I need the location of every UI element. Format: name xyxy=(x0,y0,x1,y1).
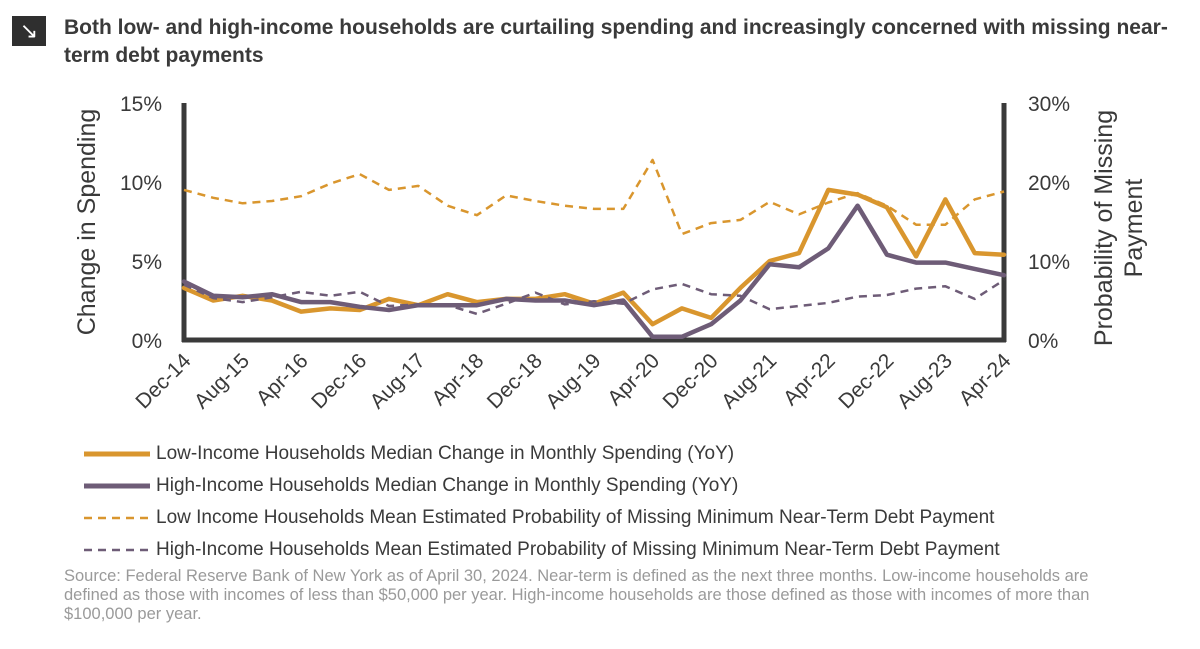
x-tick-label: Dec-18 xyxy=(483,349,547,413)
left-tick-label: 0% xyxy=(132,330,162,353)
legend-label: Low-Income Households Median Change in M… xyxy=(156,443,735,464)
left-tick-label: 15% xyxy=(120,93,162,116)
left-tick-label: 5% xyxy=(132,251,162,274)
x-tick-label: Apr-16 xyxy=(252,349,313,410)
x-tick-label: Aug-21 xyxy=(717,349,781,413)
right-tick-label: 30% xyxy=(1028,93,1070,116)
x-tick-label: Dec-20 xyxy=(659,349,723,413)
x-tick-label: Dec-14 xyxy=(131,349,195,413)
source-note: Source: Federal Reserve Bank of New York… xyxy=(64,567,1090,623)
chart-legend: Low-Income Households Median Change in M… xyxy=(84,438,1184,566)
x-tick-label: Apr-20 xyxy=(603,349,664,410)
arrow-down-right-icon: ↘ xyxy=(12,16,46,46)
x-tick-label: Aug-15 xyxy=(190,349,254,413)
legend-item-1: Low-Income Households Median Change in M… xyxy=(84,438,1184,470)
legend-item-4: High-Income Households Mean Estimated Pr… xyxy=(84,534,1184,566)
left-tick-label: 10% xyxy=(120,172,162,195)
right-axis-title: Probability of MissingPayment xyxy=(1090,110,1148,346)
right-tick-label: 20% xyxy=(1028,172,1070,195)
legend-item-2: High-Income Households Median Change in … xyxy=(84,470,1184,502)
legend-swatch xyxy=(84,481,150,491)
x-tick-label: Aug-17 xyxy=(366,349,430,413)
chart-title: Both low- and high-income households are… xyxy=(64,16,1168,67)
legend-label: Low Income Households Mean Estimated Pro… xyxy=(156,507,995,528)
left-axis-title: Change in Spending xyxy=(73,109,101,336)
series-line-2 xyxy=(181,203,1007,340)
right-tick-label: 10% xyxy=(1028,251,1070,274)
series-line-4 xyxy=(183,278,1005,316)
x-tick-label: Apr-24 xyxy=(955,349,1016,410)
legend-label: High-Income Households Mean Estimated Pr… xyxy=(156,539,1000,560)
line-chart: 0% 5% 10% 15% 0% 10% 20% 30% Change in Spending P… xyxy=(73,93,1148,413)
x-tick-label: Apr-18 xyxy=(428,349,489,410)
legend-swatch xyxy=(84,449,150,459)
x-tick-label: Dec-22 xyxy=(834,349,898,413)
x-tick-label: Aug-23 xyxy=(893,349,957,413)
legend-label: High-Income Households Median Change in … xyxy=(156,475,739,496)
x-tick-label: Apr-22 xyxy=(779,349,840,410)
x-tick-label: Dec-16 xyxy=(307,349,371,413)
legend-swatch xyxy=(84,545,150,555)
right-tick-label: 0% xyxy=(1028,330,1058,353)
x-tick-label: Aug-19 xyxy=(541,349,605,413)
legend-item-3: Low Income Households Mean Estimated Pro… xyxy=(84,502,1184,534)
series-line-3 xyxy=(183,158,1005,236)
legend-swatch xyxy=(84,513,150,523)
